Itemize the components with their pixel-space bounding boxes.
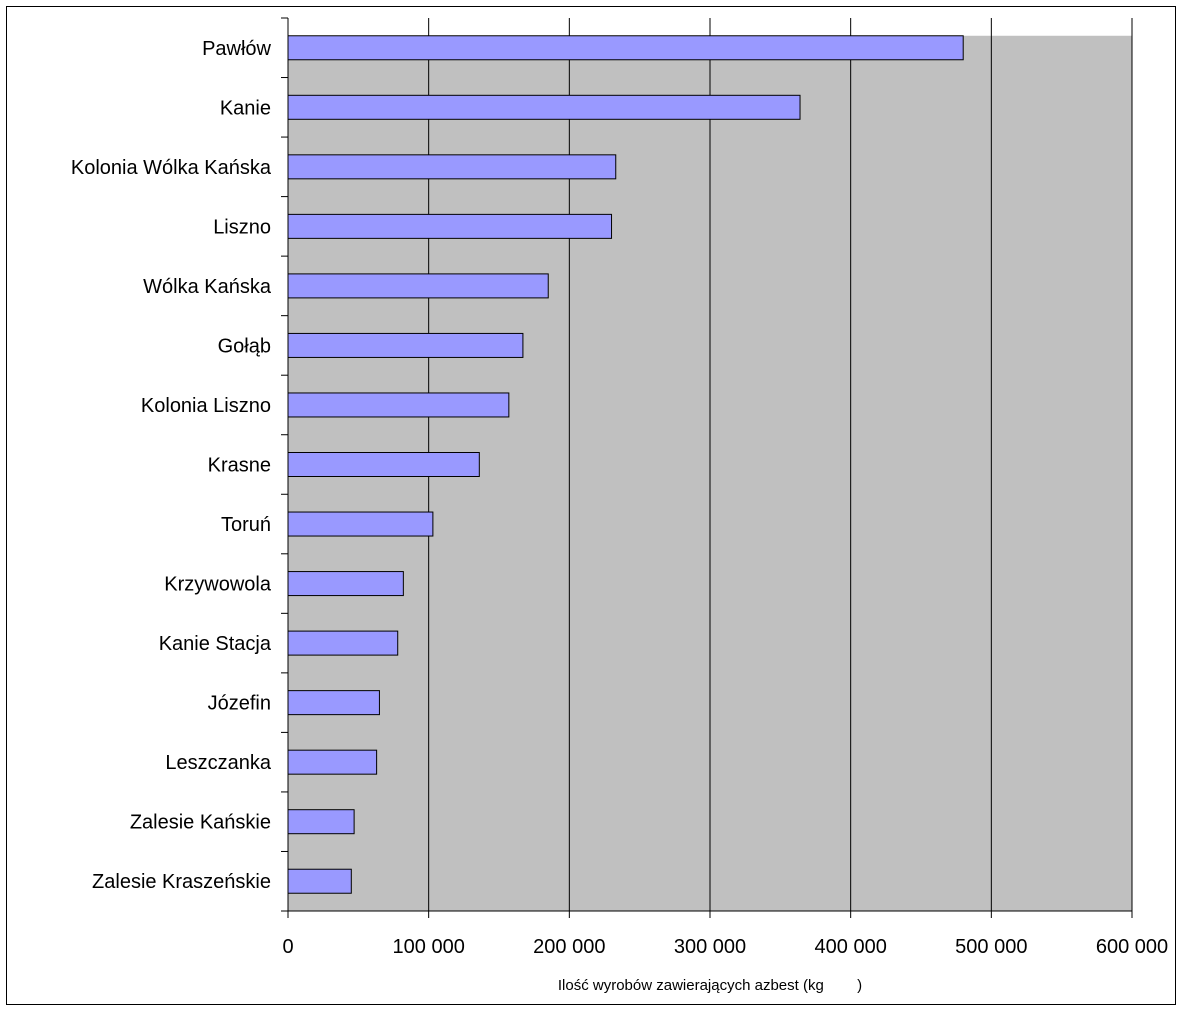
category-label: Zalesie Kraszeńskie [92, 871, 271, 893]
bar-9 [287, 571, 404, 597]
category-label: Liszno [213, 216, 271, 238]
category-label: Krasne [208, 455, 271, 477]
bar-8 [287, 511, 434, 537]
category-label: Toruń [221, 514, 271, 536]
bar-11 [287, 690, 380, 716]
bar-3 [287, 213, 613, 239]
x-tick-label: 400 000 [815, 936, 887, 958]
category-label: Kanie [220, 97, 271, 119]
x-tick-label: 0 [282, 936, 293, 958]
category-label: Leszczanka [165, 752, 271, 774]
bars [287, 35, 964, 894]
x-axis-title: Ilość wyrobów zawierających azbest (kg ) [558, 977, 862, 994]
category-label: Józefin [208, 693, 271, 715]
x-tick-label: 600 000 [1096, 936, 1168, 958]
bar-10 [287, 630, 399, 656]
x-axis-ticks [287, 911, 1133, 918]
category-label: Wólka Kańska [143, 276, 272, 298]
category-label: Kolonia Liszno [141, 395, 271, 417]
category-label: Kolonia Wólka Kańska [71, 157, 272, 179]
x-tick-label: 100 000 [393, 936, 465, 958]
category-labels: Pawłów Kanie Kolonia Wólka Kańska Liszno Wól… [71, 38, 272, 893]
y-axis-ticks [281, 17, 288, 912]
bar-7 [287, 452, 480, 477]
bar-6 [287, 392, 510, 418]
bar-14 [287, 868, 352, 894]
bar-0 [287, 35, 964, 61]
bar-1 [287, 94, 801, 120]
bar-13 [287, 809, 355, 835]
category-label: Krzywowola [164, 574, 272, 596]
x-tick-labels: 0 100 000 200 000 300 000 400 000 500 000 600 … [282, 936, 1168, 958]
category-label: Zalesie Kańskie [130, 812, 271, 834]
category-label: Gołąb [218, 335, 271, 357]
bar-5 [287, 332, 524, 358]
x-tick-label: 200 000 [533, 936, 605, 958]
bar-4 [287, 273, 549, 299]
bar-12 [287, 749, 378, 775]
category-label: Kanie Stacja [159, 633, 272, 655]
x-tick-label: 300 000 [674, 936, 746, 958]
category-label: Pawłów [202, 38, 271, 60]
bar-2 [287, 154, 617, 180]
x-tick-label: 500 000 [955, 936, 1027, 958]
